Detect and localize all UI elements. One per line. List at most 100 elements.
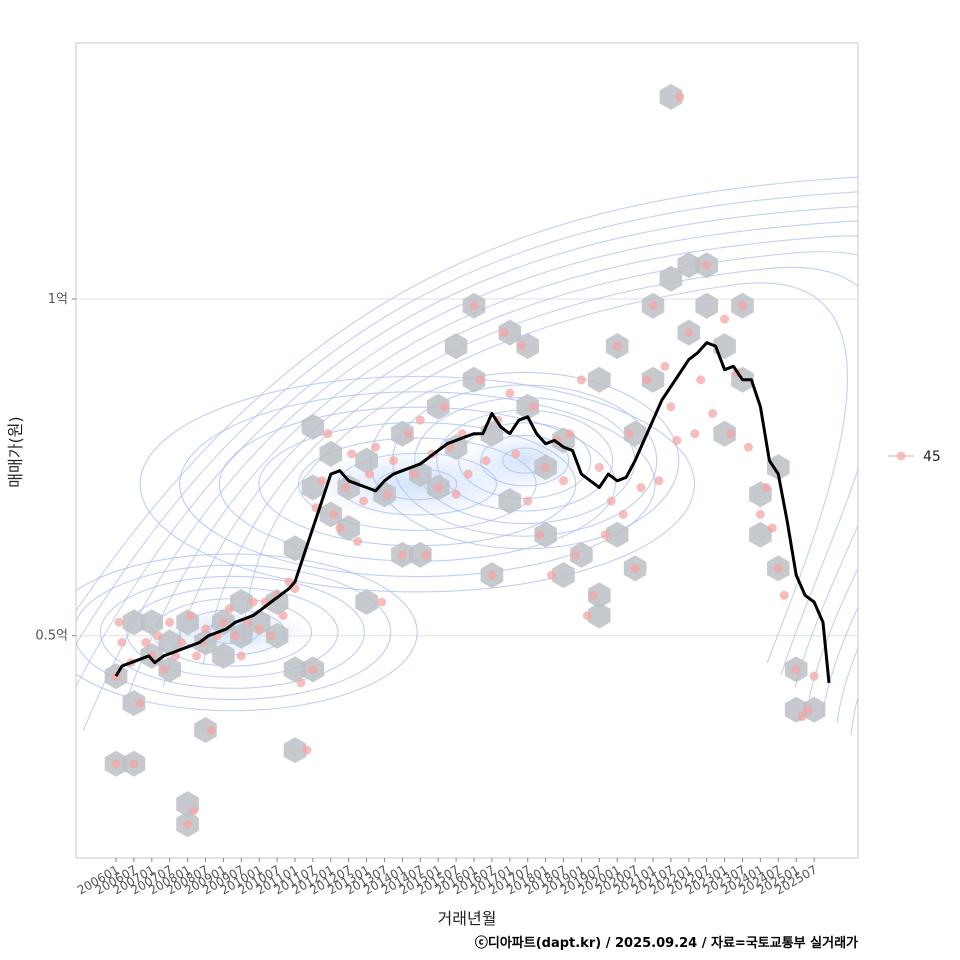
scatter-point bbox=[702, 260, 712, 270]
scatter-point bbox=[302, 745, 312, 755]
density-contour bbox=[139, 375, 696, 593]
density-contour bbox=[480, 434, 570, 487]
legend-entry-45: 45 bbox=[923, 449, 941, 465]
y-tick-label: 1억 bbox=[48, 292, 68, 307]
scatter-point bbox=[353, 536, 363, 546]
hexbin-cell bbox=[623, 420, 647, 447]
scatter-point bbox=[403, 429, 413, 439]
scatter-point bbox=[177, 637, 187, 647]
x-axis-ticks: 2006012006072007012007072008012008072009… bbox=[75, 858, 820, 898]
scatter-point bbox=[165, 617, 175, 627]
scatter-point bbox=[335, 523, 345, 533]
scatter-point bbox=[594, 462, 604, 472]
hexbin-cell bbox=[444, 333, 468, 360]
scatter-point bbox=[624, 429, 634, 439]
scatter-point bbox=[341, 483, 351, 493]
scatter-point bbox=[803, 705, 813, 715]
scatter-point bbox=[588, 590, 598, 600]
scatter-point bbox=[153, 631, 163, 641]
scatter-point bbox=[129, 759, 139, 769]
scatter-point bbox=[690, 429, 700, 439]
scatter-point bbox=[388, 456, 398, 466]
scatter-point bbox=[329, 509, 339, 519]
scatter-point bbox=[382, 489, 392, 499]
scatter-point bbox=[230, 631, 240, 641]
scatter-point bbox=[511, 449, 521, 459]
scatter-point bbox=[296, 678, 306, 688]
scatter-point bbox=[254, 624, 264, 634]
scatter-point bbox=[797, 712, 807, 722]
scatter-point bbox=[359, 496, 369, 506]
scatter-point bbox=[570, 550, 580, 560]
hexbin-cell bbox=[677, 252, 701, 279]
hexbin-cell bbox=[659, 265, 683, 292]
trend-line-layer bbox=[114, 341, 831, 684]
hexbin-cell bbox=[122, 690, 146, 717]
hexbin-cell bbox=[337, 515, 360, 541]
scatter-point bbox=[266, 631, 276, 641]
scatter-point bbox=[684, 328, 694, 338]
scatter-point bbox=[183, 819, 193, 829]
hexbin-cell bbox=[230, 589, 253, 615]
scatter-point bbox=[642, 375, 652, 385]
scatter-point bbox=[114, 617, 124, 627]
x-axis-title: 거래년월 bbox=[438, 909, 497, 928]
hexbin-cell bbox=[641, 366, 665, 393]
scatter-point bbox=[141, 637, 151, 647]
scatter-point bbox=[675, 92, 685, 102]
scatter-point bbox=[186, 611, 196, 621]
legend: 45 bbox=[888, 449, 941, 465]
scatter-point bbox=[606, 496, 616, 506]
hexbin-cell bbox=[713, 420, 736, 447]
scatter-point bbox=[111, 759, 121, 769]
density-contour bbox=[76, 176, 858, 612]
hexbin-cell bbox=[570, 541, 593, 568]
hexbin-cell bbox=[802, 696, 826, 723]
scatter-point bbox=[779, 590, 789, 600]
scatter-point bbox=[481, 456, 491, 466]
scatter-point bbox=[487, 570, 497, 580]
source-caption: ⓒ디아파트(dapt.kr) / 2025.09.24 / 자료=국토교통부 실… bbox=[475, 935, 858, 951]
hexbin-cell bbox=[767, 454, 790, 481]
hexbin-cell bbox=[158, 656, 181, 683]
hexbin-cell bbox=[426, 393, 450, 420]
hexbin-cell bbox=[283, 535, 307, 562]
hexbin-cell bbox=[409, 541, 432, 568]
scatter-point bbox=[648, 301, 658, 311]
hexbin-cell bbox=[212, 642, 235, 669]
scatter-point bbox=[576, 375, 586, 385]
scatter-point bbox=[317, 476, 327, 486]
hexbin-cell bbox=[283, 656, 307, 683]
trend-line bbox=[114, 341, 831, 684]
hexbin-cell bbox=[588, 602, 611, 629]
scatter-point bbox=[117, 637, 127, 647]
hexbin-cell bbox=[265, 622, 289, 649]
scatter-point bbox=[248, 597, 258, 607]
hexbin-cell bbox=[158, 629, 181, 656]
hexbin-cell bbox=[749, 521, 772, 548]
scatter-point bbox=[743, 442, 753, 452]
scatter-point bbox=[201, 624, 210, 634]
hexbin-cell bbox=[695, 292, 718, 319]
scatter-point bbox=[791, 664, 801, 674]
hexbin-cell bbox=[516, 333, 539, 360]
hexbin-cell bbox=[122, 609, 146, 636]
scatter-point bbox=[666, 402, 676, 412]
scatter-point bbox=[767, 523, 777, 533]
hexbin-cell bbox=[355, 589, 378, 615]
scatter-points bbox=[111, 92, 819, 829]
density-contour bbox=[179, 391, 656, 578]
hexbin-cell bbox=[534, 521, 557, 548]
scatter-point bbox=[505, 388, 515, 398]
scatter-point bbox=[755, 509, 765, 519]
hexbin-cell bbox=[498, 319, 522, 346]
scatter-point bbox=[559, 476, 568, 486]
density-contour bbox=[76, 564, 392, 701]
scatter-point bbox=[365, 469, 375, 479]
hexbin-cell bbox=[588, 366, 611, 393]
scatter-point bbox=[523, 496, 533, 506]
density-contour bbox=[126, 587, 339, 678]
y-axis-title: 매매가(원) bbox=[6, 416, 25, 487]
hexbin-cell bbox=[265, 589, 289, 615]
